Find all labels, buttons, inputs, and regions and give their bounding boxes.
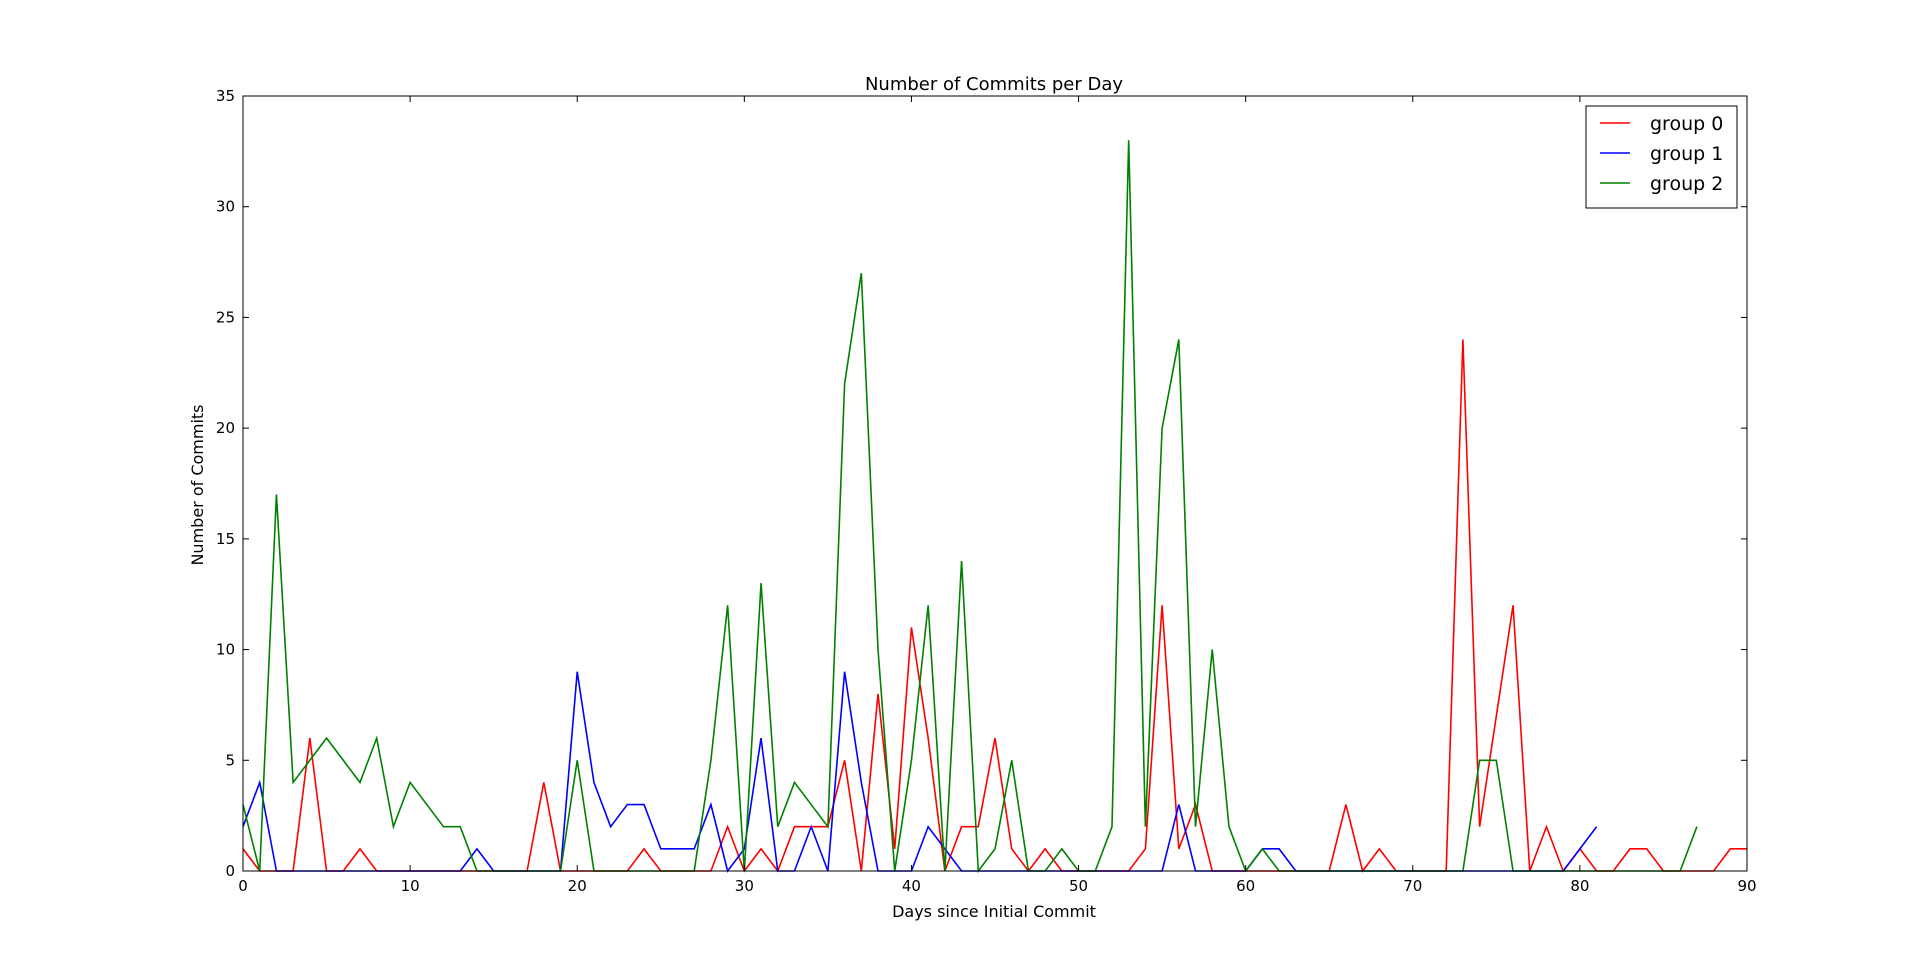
legend-label-2: group 2 <box>1650 173 1723 195</box>
x-tick-label: 50 <box>1069 877 1088 895</box>
y-tick-label: 15 <box>216 530 235 548</box>
y-tick-label: 25 <box>216 308 235 326</box>
axis-ticks: 0 10 20 30 40 50 60 70 80 90 0 5 10 15 20 25 30 35 <box>216 87 1757 895</box>
legend-label-0: group 0 <box>1650 113 1723 135</box>
x-tick-label: 70 <box>1403 877 1422 895</box>
x-tick-label: 40 <box>902 877 921 895</box>
axes-frame <box>242 95 1748 872</box>
chart-title: Number of Commits per Day <box>865 74 1123 95</box>
y-tick-label: 20 <box>216 419 235 437</box>
y-tick-label: 35 <box>216 87 235 105</box>
y-axis-label: Number of Commits <box>188 404 207 565</box>
x-tick-label: 80 <box>1570 877 1589 895</box>
y-tick-label: 10 <box>216 641 235 659</box>
x-tick-label: 60 <box>1236 877 1255 895</box>
x-axis-label: Days since Initial Commit <box>892 902 1096 921</box>
x-tick-label: 30 <box>735 877 754 895</box>
x-tick-label: 90 <box>1737 877 1756 895</box>
x-tick-label: 20 <box>568 877 587 895</box>
legend-label-1: group 1 <box>1650 143 1723 165</box>
y-tick-label: 0 <box>225 862 235 880</box>
y-tick-label: 5 <box>225 751 235 769</box>
x-tick-label: 0 <box>238 877 248 895</box>
x-tick-label: 10 <box>401 877 420 895</box>
legend: group 0 group 1 group 2 <box>1585 105 1738 209</box>
y-tick-label: 30 <box>216 198 235 216</box>
